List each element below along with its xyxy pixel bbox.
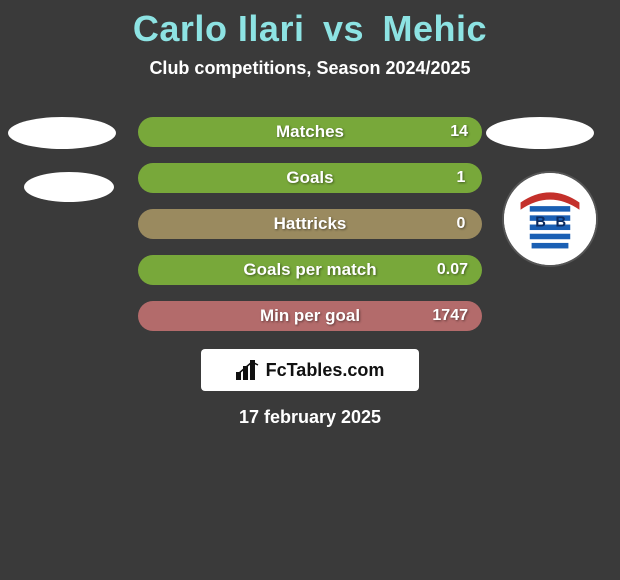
stat-area: B B Matches 14 Goals 1 Hattricks 0 Goals per m… [0,117,620,331]
subtitle: Club competitions, Season 2024/2025 [0,58,620,79]
stat-label: Goals [286,168,333,188]
stat-value-right: 14 [450,123,468,141]
stat-row: Hattricks 0 [138,209,482,239]
stat-label: Matches [276,122,344,142]
vs-text: vs [323,8,364,49]
title: Carlo Ilari vs Mehic [0,0,620,50]
stat-row: Goals 1 [138,163,482,193]
stat-value-right: 0.07 [437,261,468,279]
stat-row: Min per goal 1747 [138,301,482,331]
placeholder-ellipse-right-1 [486,117,594,149]
stat-value-right: 1 [454,169,468,187]
site-name: FcTables.com [266,360,385,381]
bars-icon [236,360,262,380]
stat-label: Goals per match [243,260,376,280]
svg-text:B: B [556,214,567,230]
player2-name: Mehic [383,8,488,49]
stat-value-right: 1747 [432,307,468,325]
site-badge: FcTables.com [201,349,419,391]
stat-label: Hattricks [274,214,347,234]
club-badge-icon: B B [502,171,598,267]
stat-row: Matches 14 [138,117,482,147]
date-text: 17 february 2025 [0,407,620,428]
player1-name: Carlo Ilari [133,8,305,49]
placeholder-ellipse-left-2 [24,172,114,202]
comparison-card: Carlo Ilari vs Mehic Club competitions, … [0,0,620,580]
stat-value-right: 0 [454,215,468,233]
svg-text:B: B [535,214,546,230]
placeholder-ellipse-left-1 [8,117,116,149]
stat-row: Goals per match 0.07 [138,255,482,285]
stat-label: Min per goal [260,306,360,326]
